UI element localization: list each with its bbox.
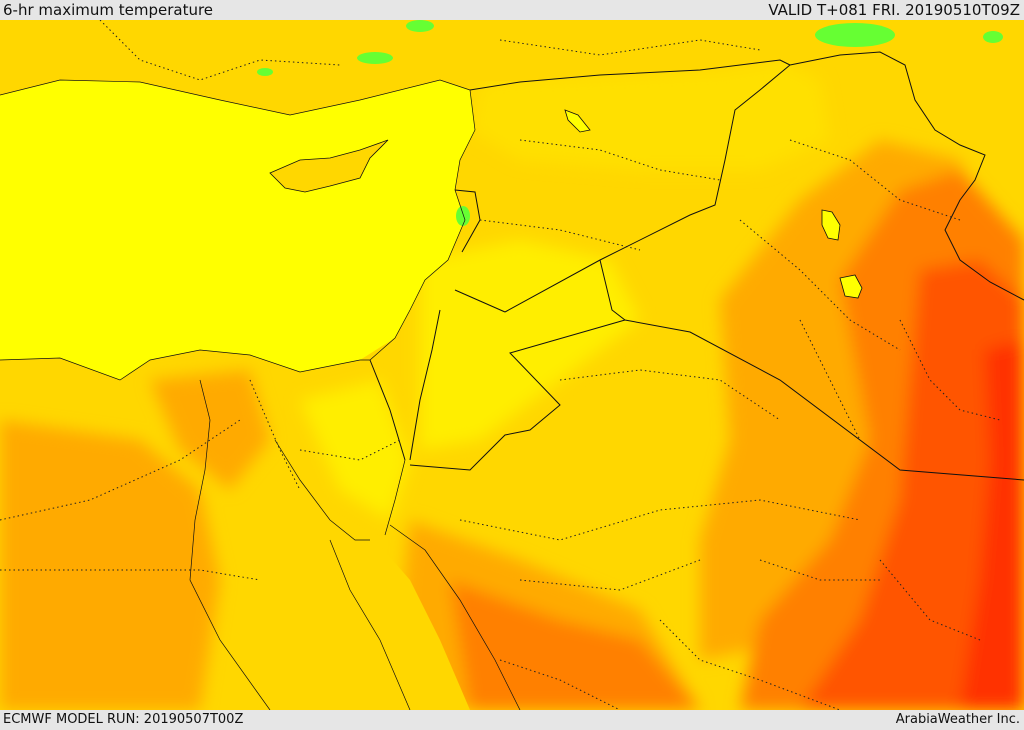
nile-river bbox=[189, 379, 271, 710]
field-yellow-jordan bbox=[420, 240, 640, 450]
country-borders bbox=[369, 51, 1024, 481]
coast-redsea-west bbox=[329, 539, 411, 710]
green-patch-5 bbox=[456, 206, 470, 226]
field-light-north bbox=[470, 60, 830, 170]
border-jordan-syria bbox=[454, 289, 506, 313]
border-syria-turkey bbox=[469, 59, 791, 91]
green-patch-4 bbox=[983, 31, 1003, 43]
lake-razzaza bbox=[839, 274, 863, 299]
border-israel-jordan bbox=[409, 309, 441, 461]
province-saudi-6 bbox=[759, 559, 880, 581]
temperature-field bbox=[0, 60, 1024, 710]
border-egypt-israel bbox=[369, 359, 406, 461]
province-iraq-2 bbox=[739, 219, 901, 351]
field-red-core bbox=[960, 340, 1024, 710]
province-syria-2 bbox=[479, 219, 641, 251]
province-saudi-2 bbox=[459, 499, 861, 541]
province-saudi-7 bbox=[499, 659, 621, 710]
province-iraq-1 bbox=[789, 139, 961, 221]
coastlines bbox=[0, 79, 521, 710]
province-egypt-1 bbox=[0, 419, 241, 521]
green-patch-2 bbox=[257, 68, 273, 76]
coast-turkey bbox=[0, 79, 471, 116]
coast-egypt bbox=[0, 349, 361, 381]
cyprus-island bbox=[269, 139, 389, 193]
border-iraq-saudi bbox=[599, 259, 1024, 481]
province-saudi-4 bbox=[659, 619, 841, 710]
green-patch-3 bbox=[815, 23, 895, 47]
province-turkey-2 bbox=[499, 39, 761, 56]
coast-redsea-east bbox=[389, 524, 521, 710]
green-patch-1 bbox=[357, 52, 393, 64]
map-title: 6-hr maximum temperature bbox=[3, 1, 214, 19]
coast-levant bbox=[360, 89, 476, 361]
border-iraq-iran bbox=[789, 51, 1024, 301]
model-run-label: ECMWF MODEL RUN: 20190507T00Z bbox=[3, 712, 244, 727]
credit-label: ArabiaWeather Inc. bbox=[895, 712, 1020, 727]
field-yellow-sinai bbox=[300, 380, 410, 520]
lake-tharthar bbox=[821, 209, 841, 241]
green-patches bbox=[257, 20, 1003, 226]
turkey-land bbox=[0, 20, 1024, 115]
province-borders bbox=[0, 20, 1001, 710]
field-darkorange-south bbox=[450, 580, 700, 710]
province-saudi-3 bbox=[519, 559, 701, 591]
green-patch-6 bbox=[406, 20, 434, 32]
field-orange-egypt-2 bbox=[150, 370, 270, 490]
province-sinai bbox=[299, 439, 401, 461]
coast-gulf-suez bbox=[274, 439, 370, 541]
lake-assad bbox=[564, 109, 591, 133]
footer-bar: ECMWF MODEL RUN: 20190507T00Z ArabiaWeat… bbox=[0, 710, 1024, 729]
temperature-map bbox=[0, 20, 1024, 710]
field-redorange bbox=[800, 260, 1024, 710]
border-jordan-saudi bbox=[409, 319, 626, 471]
field-orange-egypt bbox=[0, 420, 220, 710]
valid-time-label: VALID T+081 FRI. 20190510T09Z bbox=[768, 1, 1020, 19]
border-syria-iraq bbox=[504, 64, 791, 313]
border-lebanon bbox=[454, 189, 481, 253]
coast-gulf-aqaba bbox=[384, 459, 406, 536]
red-sea bbox=[330, 540, 470, 710]
header-bar: 6-hr maximum temperature VALID T+081 FRI… bbox=[0, 0, 1024, 20]
